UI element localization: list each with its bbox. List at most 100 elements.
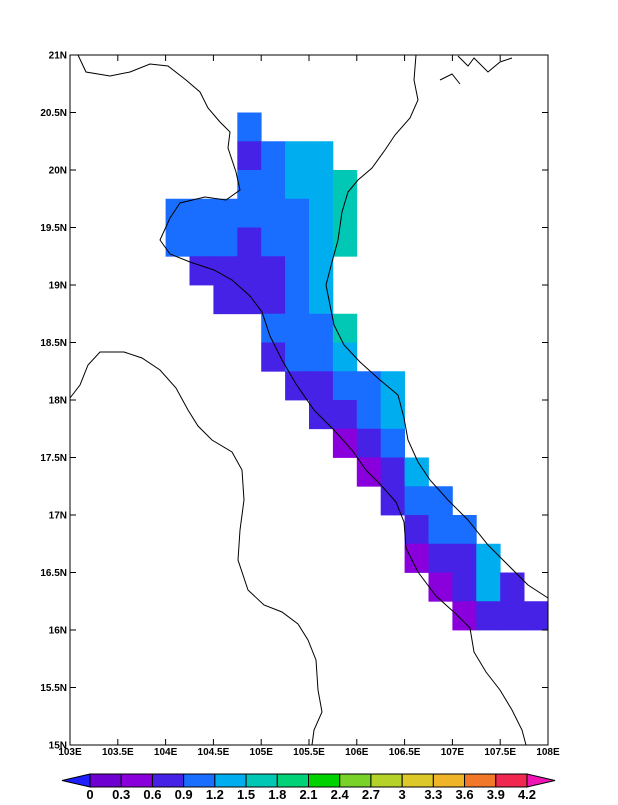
grid-cell xyxy=(261,313,286,343)
grid-cell xyxy=(285,285,310,315)
axes: 103E 103.5E 104E 104.5E 105E 105.5E 106E 106.5E… xyxy=(40,51,560,759)
y-tick-label: 18.5N xyxy=(40,338,67,349)
grid-cell xyxy=(213,198,238,228)
grid-cell xyxy=(285,170,310,200)
y-tick-label: 16.5N xyxy=(40,568,67,579)
grid-cell xyxy=(356,428,382,458)
border xyxy=(77,54,527,746)
grid-cell xyxy=(404,515,429,545)
colorbar-label: 0.3 xyxy=(112,787,130,800)
cell-layer xyxy=(165,112,549,631)
grid-cell xyxy=(428,572,453,602)
colorbar-box xyxy=(89,773,122,788)
colorbar-label: 3.6 xyxy=(456,787,474,800)
x-tick-label: 103E xyxy=(58,747,82,758)
colorbar-box xyxy=(120,773,153,788)
grid-cell xyxy=(285,141,310,171)
grid-cell xyxy=(380,428,405,458)
grid-cell xyxy=(452,601,477,631)
grid-cell xyxy=(165,227,190,257)
y-tick-label: 17N xyxy=(49,511,67,522)
x-tick-label: 104E xyxy=(154,747,178,758)
colorbar-label: 0.6 xyxy=(143,787,161,800)
colorbar-box xyxy=(308,773,341,788)
border xyxy=(439,55,513,85)
grid-cell xyxy=(261,141,286,171)
grid-cell xyxy=(285,313,310,343)
grid-cell xyxy=(380,486,405,516)
grid-cell xyxy=(189,227,214,257)
grid-cell xyxy=(404,486,429,516)
grid-cell xyxy=(285,256,310,286)
colorbar-label: 2.1 xyxy=(299,787,317,800)
colorbar-box xyxy=(276,773,309,788)
grid-cell xyxy=(237,227,262,257)
grid-cell xyxy=(309,198,334,228)
colorbar-label: 3 xyxy=(399,787,406,800)
y-tick-label: 15.5N xyxy=(40,683,67,694)
grid-cell xyxy=(309,285,334,315)
grid-cell xyxy=(332,170,358,200)
colorbar-label: 2.4 xyxy=(331,787,350,800)
grid-cell xyxy=(237,198,262,228)
colorbar-box xyxy=(245,773,278,788)
colorbar-box xyxy=(339,773,372,788)
colorbar-label: 4.2 xyxy=(518,787,536,800)
grid-cell xyxy=(332,227,358,257)
grid-cell xyxy=(237,285,262,315)
grid-cell xyxy=(261,342,286,372)
grid-cell xyxy=(356,371,382,401)
colorbar-box xyxy=(183,773,216,788)
colorbar-box xyxy=(214,773,247,788)
grid-cell xyxy=(285,342,310,372)
grid-cell xyxy=(261,256,286,286)
grid-cell xyxy=(237,256,262,286)
y-tick-label: 18N xyxy=(49,396,67,407)
y-tick-label: 19.5N xyxy=(40,223,67,234)
x-tick-label: 106E xyxy=(345,747,369,758)
grid-cell xyxy=(428,515,453,545)
y-tick-label: 20N xyxy=(49,166,67,177)
grid-cell xyxy=(261,227,286,257)
colorbar-under xyxy=(61,773,91,788)
grid-cell xyxy=(476,572,501,602)
grid-cell xyxy=(213,227,238,257)
grid-cell xyxy=(332,313,358,343)
x-tick-label: 107E xyxy=(441,747,465,758)
colorbar-label: 3.9 xyxy=(487,787,505,800)
grid-cell xyxy=(332,371,358,401)
grid-cell xyxy=(165,198,190,228)
x-tick-label: 105E xyxy=(250,747,274,758)
grid-cell xyxy=(380,457,405,487)
grid-cell xyxy=(332,198,358,228)
grid-cell xyxy=(213,285,238,315)
grid-cell xyxy=(500,601,525,631)
colorbar-box xyxy=(401,773,434,788)
x-tick-label: 108E xyxy=(536,747,560,758)
y-tick-label: 17.5N xyxy=(40,453,67,464)
grid-cell xyxy=(476,543,501,573)
grid-cell xyxy=(524,601,549,631)
colorbar-box xyxy=(464,773,497,788)
colorbar-over xyxy=(526,773,556,788)
grid-cell xyxy=(332,342,358,372)
grid-cell xyxy=(309,400,334,430)
x-tick-label: 103.5E xyxy=(102,747,134,758)
grid-cell xyxy=(452,543,477,573)
colorbar-label: 1.5 xyxy=(237,787,255,800)
grid-cell xyxy=(189,256,214,286)
grid-cell xyxy=(380,400,405,430)
y-tick-label: 15N xyxy=(49,741,67,752)
grid-cell xyxy=(309,141,334,171)
colorbar-label: 0 xyxy=(86,787,93,800)
grid-cell xyxy=(309,342,334,372)
colorbar-box xyxy=(370,773,403,788)
colorbar-label: 0.9 xyxy=(175,787,193,800)
colorbar-box xyxy=(151,773,185,788)
grid-cell xyxy=(189,198,214,228)
y-tick-label: 21N xyxy=(49,51,67,62)
colorbar-box xyxy=(432,773,466,788)
y-tick-label: 19N xyxy=(49,281,67,292)
grid-cell xyxy=(285,198,310,228)
